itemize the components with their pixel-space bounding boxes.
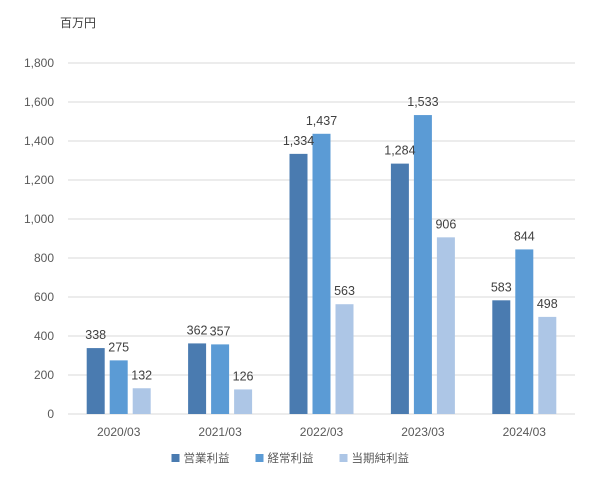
y-tick-label: 1,600 bbox=[24, 95, 54, 109]
x-tick-label: 2024/03 bbox=[503, 425, 547, 439]
x-axis-ticks: 2020/03 2021/03 2022/03 2023/03 2024/03 bbox=[97, 425, 546, 439]
bar bbox=[211, 344, 230, 414]
data-label: 275 bbox=[108, 340, 129, 354]
legend-label: 当期純利益 bbox=[352, 451, 410, 465]
y-tick-label: 200 bbox=[34, 368, 54, 382]
data-label: 362 bbox=[187, 323, 208, 337]
bar bbox=[132, 388, 151, 414]
bar bbox=[390, 163, 409, 414]
y-tick-label: 400 bbox=[34, 329, 54, 343]
bar bbox=[312, 133, 331, 414]
bar bbox=[86, 348, 105, 414]
data-label: 1,533 bbox=[407, 95, 438, 109]
bar bbox=[436, 237, 455, 414]
data-label: 583 bbox=[491, 280, 512, 294]
data-label: 1,437 bbox=[306, 114, 337, 128]
bar bbox=[492, 300, 511, 414]
y-tick-label: 1,200 bbox=[24, 173, 54, 187]
data-label: 132 bbox=[131, 368, 152, 382]
legend-label: 営業利益 bbox=[184, 451, 230, 465]
legend-swatch bbox=[171, 454, 180, 462]
y-tick-label: 1,400 bbox=[24, 134, 54, 148]
data-label: 1,284 bbox=[384, 144, 415, 158]
x-tick-label: 2022/03 bbox=[300, 425, 344, 439]
y-tick-label: 1,000 bbox=[24, 212, 54, 226]
data-label: 498 bbox=[537, 297, 558, 311]
y-tick-label: 600 bbox=[34, 290, 54, 304]
x-tick-label: 2021/03 bbox=[198, 425, 242, 439]
bar bbox=[538, 316, 557, 414]
data-label: 563 bbox=[334, 284, 355, 298]
legend-swatch bbox=[255, 454, 264, 462]
y-tick-label: 1,800 bbox=[24, 56, 54, 70]
data-label: 338 bbox=[85, 328, 106, 342]
legend-label: 経常利益 bbox=[268, 451, 314, 465]
bar bbox=[234, 389, 253, 414]
y-tick-label: 0 bbox=[47, 407, 54, 421]
legend-swatch bbox=[339, 454, 348, 462]
data-label: 357 bbox=[210, 324, 231, 338]
bar bbox=[289, 153, 308, 414]
x-tick-label: 2023/03 bbox=[401, 425, 445, 439]
data-label: 844 bbox=[514, 229, 535, 243]
data-label: 1,334 bbox=[283, 134, 314, 148]
bar bbox=[188, 343, 207, 414]
bar bbox=[515, 249, 534, 414]
bar bbox=[413, 115, 432, 414]
legend: 営業利益 経常利益 当期純利益 bbox=[171, 451, 410, 465]
data-label: 906 bbox=[435, 217, 456, 231]
data-label: 126 bbox=[233, 369, 254, 383]
y-axis-ticks: 0 200 400 600 800 1,000 1,200 1,400 1,600 1,800 bbox=[24, 56, 54, 421]
x-tick-label: 2020/03 bbox=[97, 425, 141, 439]
bar bbox=[335, 304, 354, 414]
bar bbox=[109, 360, 128, 414]
y-axis-unit-label: 百万円 bbox=[60, 16, 96, 30]
y-tick-label: 800 bbox=[34, 251, 54, 265]
bars bbox=[86, 115, 557, 414]
